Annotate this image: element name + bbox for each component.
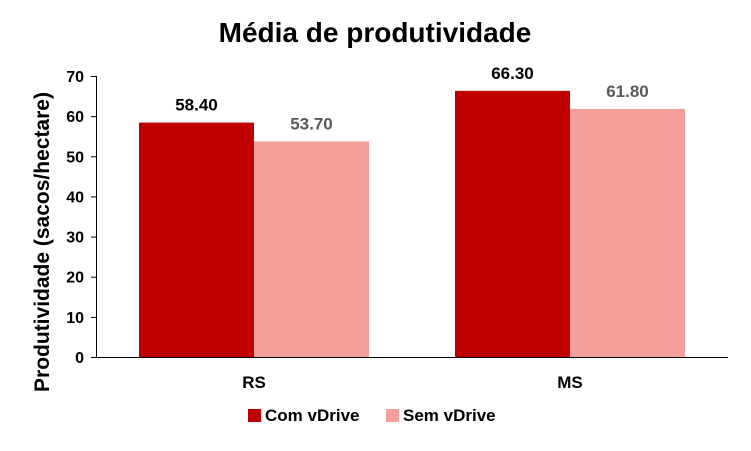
y-tick-label: 0 <box>75 350 84 367</box>
data-label: 66.30 <box>491 64 534 83</box>
x-axis-categories: RS MS <box>242 373 583 392</box>
x-category-label: MS <box>557 373 583 392</box>
y-tick-label: 20 <box>66 270 84 287</box>
bars-group <box>139 90 685 358</box>
y-tick-label: 50 <box>66 149 84 166</box>
chart-title: Média de produtividade <box>219 17 532 48</box>
y-tick-label: 10 <box>66 310 84 327</box>
legend-swatch <box>386 409 399 422</box>
y-tick-label: 30 <box>66 230 84 247</box>
legend-label: Com vDrive <box>265 406 359 425</box>
y-axis-ticks: 0 10 20 30 40 50 60 70 <box>66 69 96 367</box>
bar-com-vdrive-rs <box>139 122 254 358</box>
y-tick-label: 40 <box>66 189 84 206</box>
y-tick-label: 70 <box>66 69 84 86</box>
bar-sem-vdrive-ms <box>570 108 685 357</box>
data-label: 53.70 <box>290 114 333 133</box>
data-labels-group: 58.40 53.70 66.30 61.80 <box>175 64 649 134</box>
data-label: 58.40 <box>175 96 218 115</box>
legend: Com vDrive Sem vDrive <box>248 406 496 425</box>
legend-label: Sem vDrive <box>403 406 496 425</box>
data-label: 61.80 <box>606 82 649 101</box>
legend-swatch <box>248 409 261 422</box>
bar-com-vdrive-ms <box>455 90 570 358</box>
x-category-label: RS <box>242 373 266 392</box>
bar-sem-vdrive-rs <box>254 141 369 357</box>
y-tick-label: 60 <box>66 109 84 126</box>
y-axis-label: Produtividade (sacos/hectare) <box>31 92 54 392</box>
